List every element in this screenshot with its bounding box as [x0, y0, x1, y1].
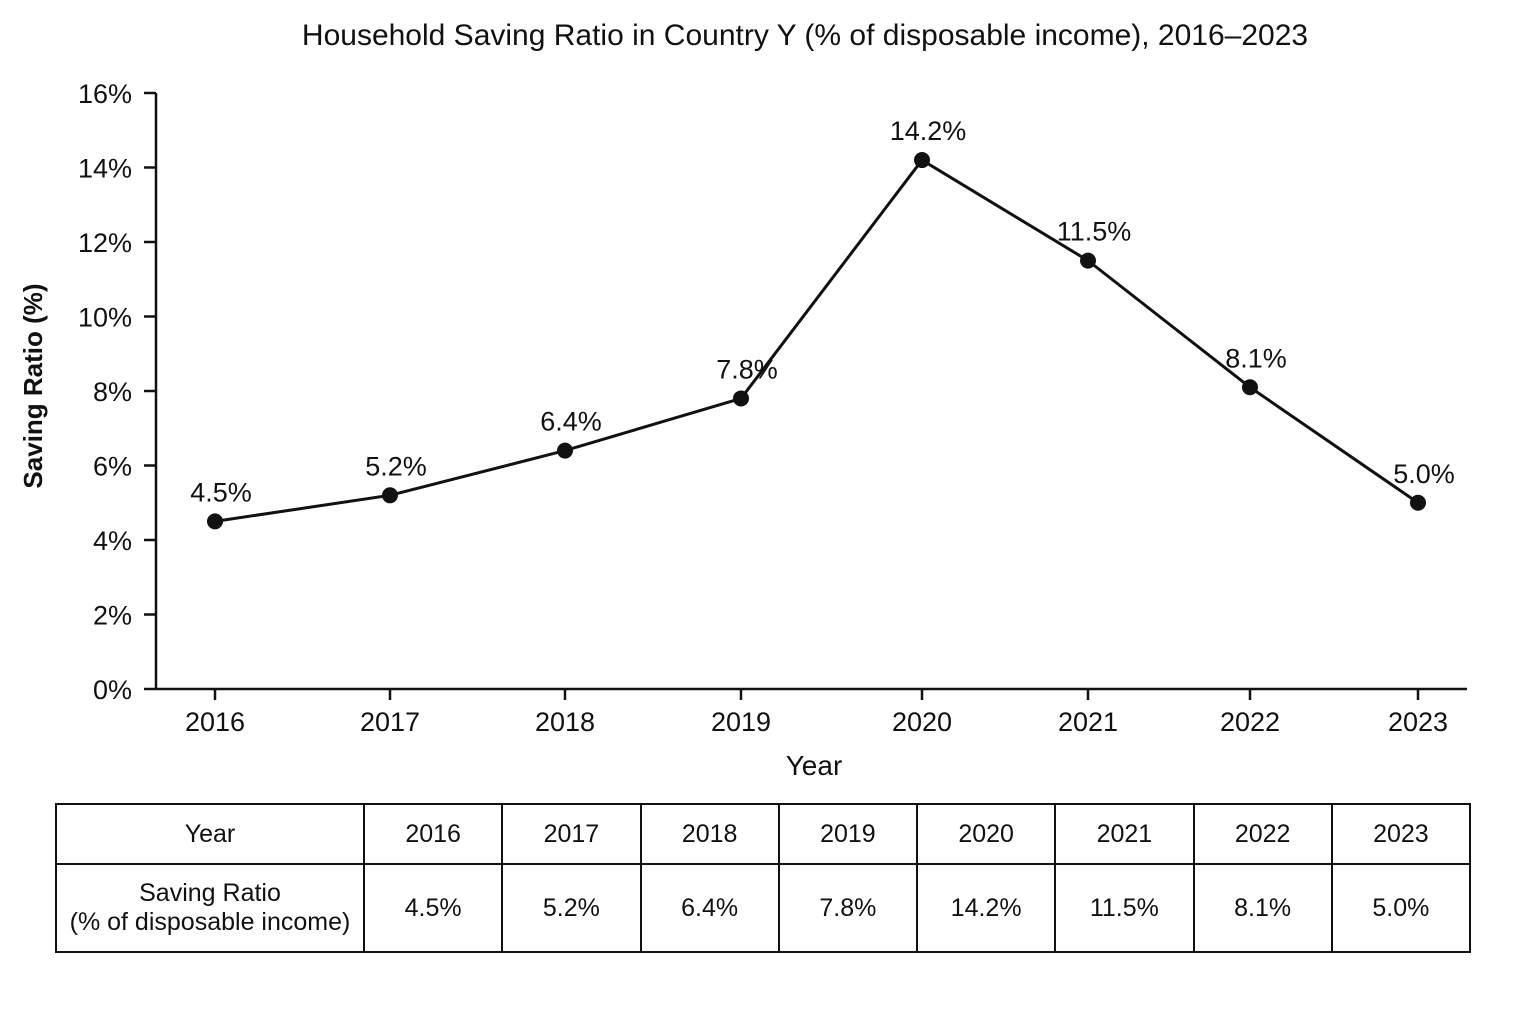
data-label: 11.5% [1057, 217, 1132, 247]
table-value-cell: 8.1% [1192, 863, 1333, 953]
table-year-cell: 2018 [639, 803, 780, 865]
data-point [557, 442, 573, 459]
table-year-cell: 2016 [362, 803, 504, 865]
chart-title: Household Saving Ratio in Country Y (% o… [302, 19, 1308, 52]
y-ticks: 0% 2% 4% 6% 8% 10% 12% 14% 16% [78, 79, 156, 705]
data-point [1080, 252, 1096, 269]
data-label: 5.2% [365, 451, 427, 481]
x-tick-label: 2020 [892, 707, 952, 737]
table-value-cell: 4.5% [362, 863, 504, 953]
data-label: 6.4% [540, 407, 602, 437]
data-point [382, 487, 398, 504]
data-point [733, 390, 749, 407]
data-point [207, 513, 223, 530]
x-axis-label: Year [786, 750, 843, 781]
table-value-cell: 11.5% [1054, 863, 1195, 953]
x-tick-label: 2018 [535, 707, 595, 737]
data-points [207, 152, 1426, 530]
data-label: 4.5% [190, 477, 252, 507]
x-tick-label: 2022 [1220, 707, 1280, 737]
table-value-cell: 14.2% [915, 863, 1057, 953]
x-tick-label: 2023 [1388, 707, 1448, 737]
table-header-row: Year 2016 2017 2018 2019 2020 2021 2022 … [55, 803, 1472, 865]
data-point [1410, 494, 1426, 511]
table-value-cell: 6.4% [639, 863, 780, 953]
data-label: 8.1% [1225, 343, 1287, 373]
y-axis-label: Saving Ratio (%) [18, 283, 48, 488]
y-tick-label: 12% [78, 228, 132, 258]
x-ticks: 2016 2017 2018 2019 2020 2021 2022 2023 [185, 689, 1448, 737]
table-value-cell: 5.2% [501, 863, 642, 953]
x-tick-label: 2019 [711, 707, 771, 737]
y-tick-label: 14% [78, 154, 132, 184]
x-tick-label: 2016 [185, 707, 245, 737]
data-point [1242, 379, 1258, 396]
table-header-label: Year [55, 803, 365, 865]
y-tick-label: 6% [93, 452, 132, 482]
table-row-label: Saving Ratio (% of disposable income) [55, 863, 365, 953]
data-labels: 4.5% 5.2% 6.4% 7.8% 14.2% 11.5% 8.1% 5.0% [190, 116, 1455, 507]
data-point [914, 152, 930, 169]
table-year-cell: 2020 [915, 803, 1057, 865]
table-year-cell: 2017 [501, 803, 642, 865]
table-value-cell: 5.0% [1330, 863, 1472, 953]
y-tick-label: 2% [93, 601, 132, 631]
y-tick-label: 10% [78, 303, 132, 333]
table-year-cell: 2021 [1054, 803, 1195, 865]
table-year-cell: 2023 [1330, 803, 1472, 865]
x-tick-label: 2021 [1058, 707, 1118, 737]
x-tick-label: 2017 [360, 707, 420, 737]
data-label: 5.0% [1393, 459, 1455, 489]
y-tick-label: 8% [93, 377, 132, 407]
y-tick-label: 0% [93, 675, 132, 705]
table-year-cell: 2022 [1192, 803, 1333, 865]
table-value-cell: 7.8% [777, 863, 919, 953]
table-year-cell: 2019 [777, 803, 919, 865]
data-label: 14.2% [890, 116, 967, 146]
y-tick-label: 4% [93, 526, 132, 556]
series-line [214, 158, 1419, 523]
data-label: 7.8% [716, 354, 778, 384]
table-value-row: Saving Ratio (% of disposable income) 4.… [55, 863, 1472, 953]
data-table: Year 2016 2017 2018 2019 2020 2021 2022 … [55, 803, 1472, 953]
line-chart: Household Saving Ratio in Country Y (% o… [18, 19, 1467, 781]
y-tick-label: 16% [78, 79, 132, 109]
